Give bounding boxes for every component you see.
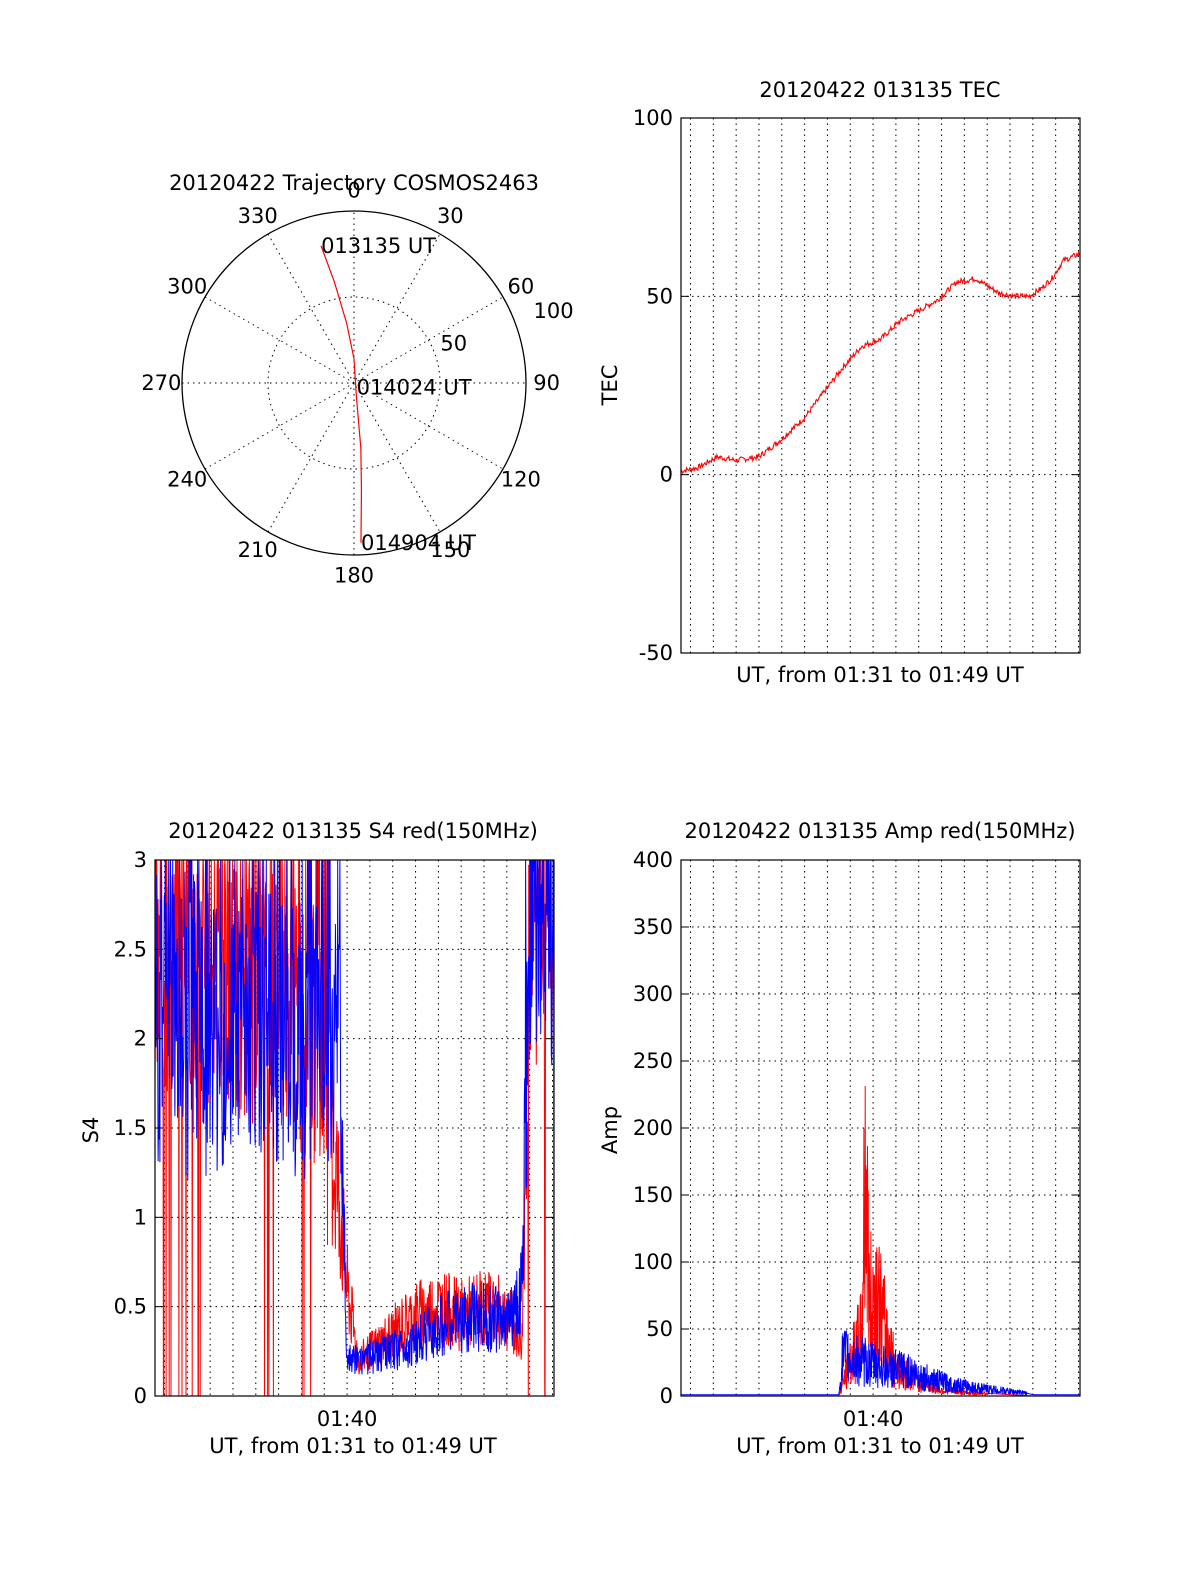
polar-inner-circle	[267, 296, 441, 470]
s4-series	[155, 860, 554, 1396]
amp-series-0	[681, 1085, 1080, 1396]
polar-angle-label: 210	[238, 538, 278, 562]
s4-ytick-label: 0	[134, 1384, 147, 1408]
s4-y-ticks: 0 0.5 1 1.5 2 2.5 3	[114, 848, 554, 1408]
s4-x-label: UT, from 01:31 to 01:49 UT	[209, 1434, 497, 1458]
s4-xtick-label: 01:40	[317, 1407, 378, 1431]
amp-xtick-label: 01:40	[843, 1407, 904, 1431]
polar-radial-labels: 50 100	[440, 299, 573, 355]
tec-series-0	[681, 250, 1080, 475]
tec-panel: 20120422 013135 TEC -50 0 50 100 UT, from 0…	[598, 78, 1081, 687]
polar-trajectory	[320, 245, 363, 543]
amp-panel: 20120422 013135 Amp red(150MHz) 0 50 100 15…	[598, 819, 1081, 1458]
s4-ytick-label: 2.5	[114, 937, 147, 961]
amp-ytick-label: 250	[633, 1049, 673, 1073]
tec-y-ticks: -50 0 50 100	[633, 106, 1080, 665]
amp-title: 20120422 013135 Amp red(150MHz)	[684, 819, 1075, 843]
polar-spoke	[267, 233, 441, 533]
tec-ytick-label: 50	[646, 284, 673, 308]
polar-angle-label: 180	[334, 564, 374, 588]
polar-time-annotation: 014904 UT	[361, 531, 476, 555]
polar-angle-label: 240	[167, 467, 207, 491]
polar-radial-label: 50	[440, 332, 467, 356]
polar-grid	[181, 210, 527, 556]
amp-y-label: Amp	[598, 1106, 622, 1154]
amp-ytick-label: 50	[646, 1317, 673, 1341]
amp-ytick-label: 350	[633, 915, 673, 939]
amp-y-ticks: 0 50 100 150 200 250 300 350 400	[633, 848, 1080, 1408]
tec-series	[681, 250, 1080, 475]
s4-x-ticks: 01:40	[317, 1407, 378, 1431]
s4-series-1	[155, 860, 554, 1375]
polar-angle-label: 270	[141, 371, 181, 395]
polar-angle-label: 120	[501, 467, 541, 491]
polar-angle-label: 60	[507, 275, 534, 299]
amp-ytick-label: 400	[633, 848, 673, 872]
tec-ytick-label: 0	[660, 463, 673, 487]
amp-ytick-label: 100	[633, 1250, 673, 1274]
polar-trajectory-line	[320, 245, 363, 543]
amp-ytick-label: 300	[633, 982, 673, 1006]
s4-y-label: S4	[79, 1117, 103, 1144]
polar-panel: 20120422 Trajectory COSMOS2463 0 30 60 90 12…	[141, 171, 573, 588]
polar-angle-label: 330	[238, 204, 278, 228]
s4-title: 20120422 013135 S4 red(150MHz)	[168, 819, 538, 843]
polar-angle-label: 90	[533, 371, 560, 395]
polar-angle-labels: 0 30 60 90 120 150 180 210 240 270 300 330	[141, 178, 560, 587]
tec-x-label: UT, from 01:31 to 01:49 UT	[736, 663, 1024, 687]
polar-time-annotation: 014024 UT	[357, 375, 472, 399]
tec-frame	[680, 117, 1081, 654]
tec-ytick-label: -50	[639, 641, 673, 665]
s4-ytick-label: 2	[134, 1027, 147, 1051]
tec-ytick-label: 100	[633, 106, 673, 130]
tec-title: 20120422 013135 TEC	[759, 78, 1000, 102]
amp-x-ticks: 01:40	[843, 1407, 904, 1431]
polar-annotations: 013135 UT 014024 UT 014904 UT	[321, 234, 476, 555]
amp-x-label: UT, from 01:31 to 01:49 UT	[736, 1434, 1024, 1458]
polar-angle-label: 30	[437, 204, 464, 228]
tec-grid	[681, 117, 1080, 654]
amp-series-1	[681, 1330, 1080, 1396]
amp-ytick-label: 0	[660, 1384, 673, 1408]
tec-y-label: TEC	[598, 365, 622, 407]
polar-angle-label: 0	[347, 178, 360, 202]
polar-angle-label: 300	[167, 275, 207, 299]
polar-title: 20120422 Trajectory COSMOS2463	[169, 171, 539, 195]
amp-series	[681, 1085, 1080, 1396]
amp-ytick-label: 150	[633, 1183, 673, 1207]
s4-panel: 20120422 013135 S4 red(150MHz) 0 0.5 1 1.5 2…	[79, 819, 555, 1458]
polar-angle-label: 150	[430, 538, 470, 562]
s4-ytick-label: 1	[134, 1205, 147, 1229]
s4-ytick-label: 0.5	[114, 1295, 147, 1319]
polar-time-annotation: 013135 UT	[321, 234, 436, 258]
polar-radial-label: 100	[534, 299, 574, 323]
amp-ytick-label: 200	[633, 1116, 673, 1140]
s4-ytick-label: 1.5	[114, 1116, 147, 1140]
s4-ytick-label: 3	[134, 848, 147, 872]
